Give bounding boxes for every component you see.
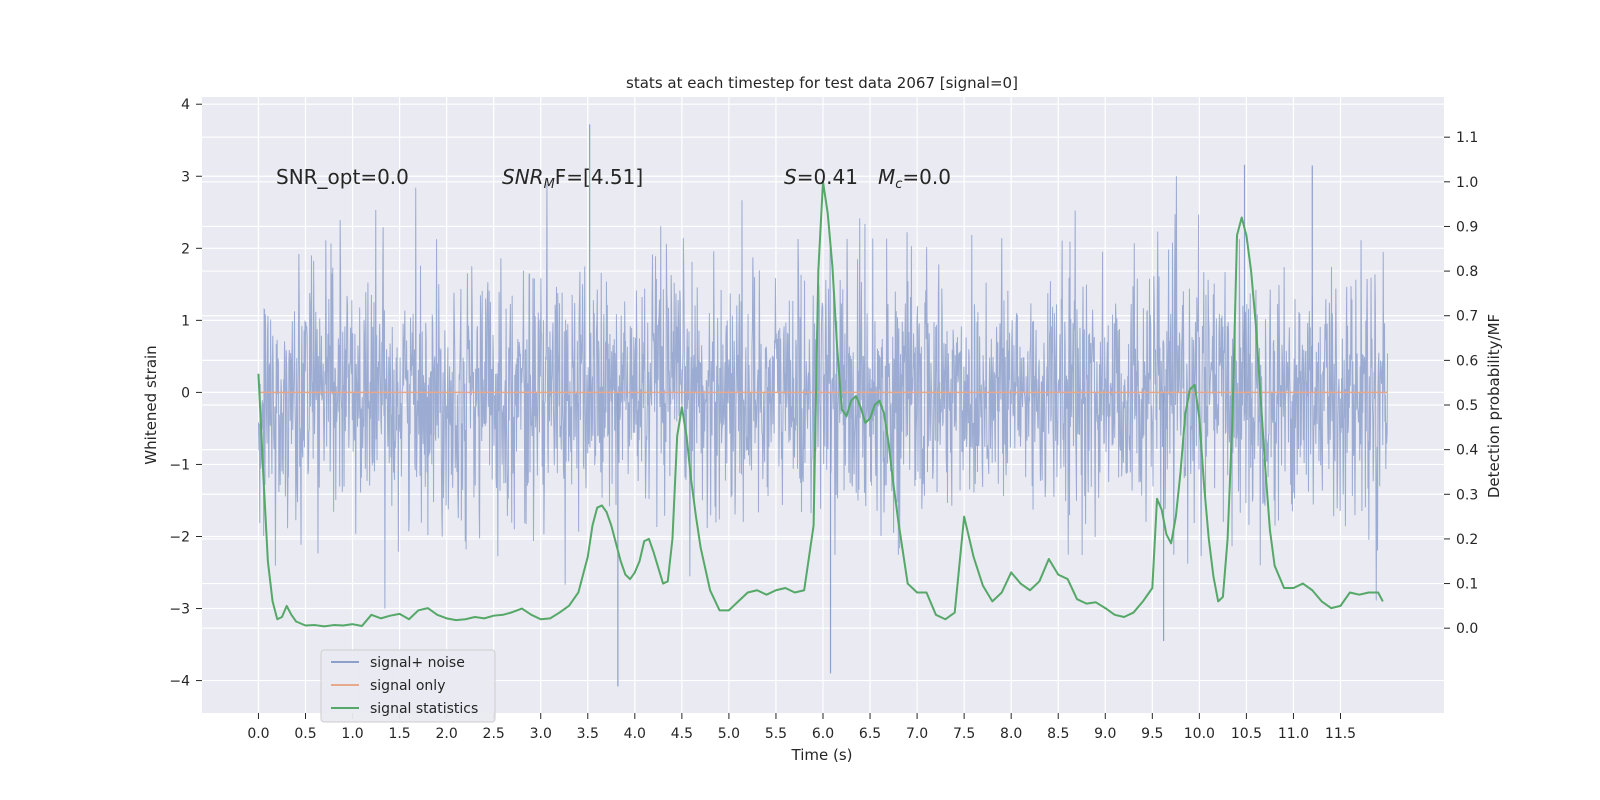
x-tick-label: 5.5 [765, 726, 787, 742]
x-tick-label: 10.5 [1231, 726, 1262, 742]
x-tick-label: 10.0 [1184, 726, 1215, 742]
x-axis-ticks: 0.0 0.5 1.0 1.5 2.0 2.5 3.0 3.5 4.0 4.5 5.0 5.5 6.0 6… [247, 713, 1356, 742]
x-tick-label: 1.0 [341, 726, 363, 742]
right-y-tick-label: 1.1 [1456, 130, 1478, 146]
right-y-tick-label: 0.1 [1456, 577, 1478, 593]
right-y-tick-label: 0.6 [1456, 353, 1478, 369]
left-y-tick-label: −1 [169, 457, 190, 473]
x-tick-label: 4.0 [624, 726, 646, 742]
right-y-tick-label: 0.3 [1456, 487, 1478, 503]
x-tick-label: 2.0 [436, 726, 458, 742]
annotation-snr-opt: SNR_opt=0.0 [276, 165, 409, 189]
right-y-tick-label: 0.7 [1456, 309, 1478, 325]
series-signal-plus-noise [257, 124, 1389, 687]
annotation-snr-mf-tail: F=[4.51] [555, 165, 643, 189]
left-y-axis-ticks: 4 3 2 1 0 −1 −2 −3 −4 [169, 97, 202, 690]
x-axis-label: Time (s) [791, 746, 853, 764]
x-tick-label: 5.0 [718, 726, 740, 742]
x-tick-label: 6.5 [859, 726, 881, 742]
right-y-axis-label: Detection probability/MF [1485, 314, 1503, 498]
annotation-mc-sub: c [895, 177, 902, 192]
left-y-tick-label: 0 [181, 385, 190, 401]
legend-label-signal-plus-noise: signal+ noise [370, 655, 465, 671]
x-tick-label: 8.0 [1000, 726, 1022, 742]
x-tick-label: 7.0 [906, 726, 928, 742]
annotation-snr-mf: SNRMF=[4.51] [502, 165, 643, 192]
annotation-s-value: S=0.41 [784, 165, 858, 189]
x-tick-label: 3.5 [577, 726, 599, 742]
right-y-tick-label: 0.0 [1456, 621, 1478, 637]
x-tick-label: 0.5 [294, 726, 316, 742]
right-y-tick-label: 0.9 [1456, 219, 1478, 235]
x-tick-label: 4.5 [671, 726, 693, 742]
annotation-mc-base: M [878, 165, 895, 189]
annotation-s-tail: =0.41 [797, 165, 858, 189]
annotation-snr-mf-base: SNR [502, 165, 544, 189]
series-signal-statistics [257, 180, 1384, 628]
annotation-s-letter: S [784, 165, 797, 189]
annotation-mc: Mc=0.0 [878, 165, 951, 192]
x-tick-label: 7.5 [953, 726, 975, 742]
signal-statistics-line [257, 180, 1384, 628]
left-y-tick-label: 3 [181, 169, 190, 185]
legend-box [320, 649, 496, 723]
legend-label-signal-statistics: signal statistics [370, 701, 478, 717]
left-y-axis-label: Whitened strain [142, 345, 160, 464]
x-tick-label: 11.0 [1278, 726, 1309, 742]
x-tick-label: 8.5 [1047, 726, 1069, 742]
right-y-tick-label: 0.5 [1456, 398, 1478, 414]
right-y-tick-label: 0.8 [1456, 264, 1478, 280]
legend: signal+ noise signal only signal statist… [320, 649, 496, 723]
annotation-mc-tail: =0.0 [902, 165, 951, 189]
annotation-snr-mf-sub: M [544, 177, 555, 192]
left-y-tick-label: −4 [169, 674, 190, 690]
right-y-tick-label: 0.4 [1456, 443, 1478, 459]
x-tick-label: 3.0 [530, 726, 552, 742]
x-tick-label: 0.0 [247, 726, 269, 742]
left-y-tick-label: 4 [181, 97, 190, 113]
x-tick-label: 1.5 [388, 726, 410, 742]
right-y-axis-ticks: 1.1 1.0 0.9 0.8 0.7 0.6 0.5 0.4 0.3 0.2 0.1 0.0 [1444, 130, 1478, 637]
left-y-tick-label: 1 [181, 313, 190, 329]
x-tick-label: 6.0 [812, 726, 834, 742]
left-y-tick-label: −2 [169, 529, 190, 545]
left-y-tick-label: 2 [181, 241, 190, 257]
x-tick-label: 2.5 [483, 726, 505, 742]
noise-line [257, 176, 1389, 609]
legend-label-signal-only: signal only [370, 678, 445, 694]
right-y-tick-label: 1.0 [1456, 175, 1478, 191]
right-y-tick-label: 0.2 [1456, 532, 1478, 548]
x-tick-label: 9.0 [1094, 726, 1116, 742]
x-tick-label: 9.5 [1141, 726, 1163, 742]
x-tick-label: 11.5 [1325, 726, 1356, 742]
chart-title: stats at each timestep for test data 206… [626, 74, 1018, 92]
left-y-tick-label: −3 [169, 602, 190, 618]
